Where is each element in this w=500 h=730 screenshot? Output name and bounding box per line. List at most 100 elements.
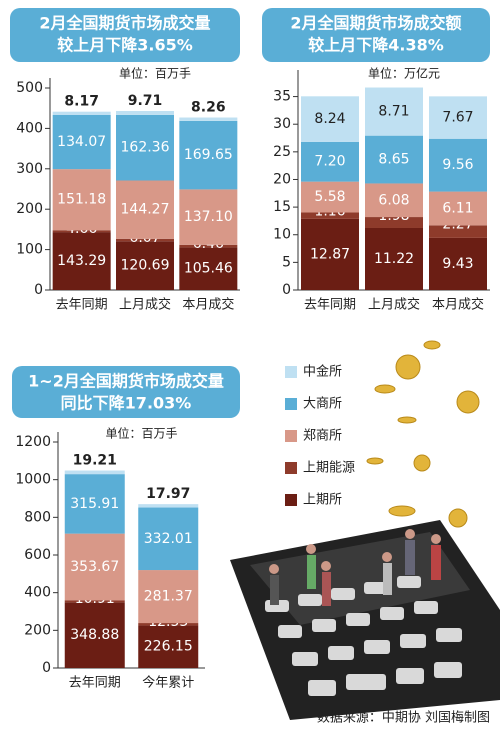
legend-label: 上期所 [303,493,342,508]
legend-swatch [285,494,297,506]
value-label: 315.91 [70,496,119,512]
value-label: 137.10 [184,209,233,225]
value-label: 348.88 [70,627,119,643]
value-label: 144.27 [121,202,170,218]
value-label: 19.21 [73,453,117,469]
value-label: 7.20 [314,154,345,170]
x-tick-label: 今年累计 [142,675,194,691]
bar-segment [138,625,199,668]
bar-segment [52,169,111,231]
y-tick-label: 15 [273,199,291,215]
calculator [230,340,500,720]
bar-segment [365,227,423,290]
bar-segment [301,141,359,182]
value-label: 8.71 [378,104,409,120]
y-tick-label: 500 [16,80,43,96]
bar-segment [429,96,487,139]
y-tick-label: 600 [24,547,51,563]
x-tick-label: 去年同期 [56,298,108,313]
source: 数据来源：中期协 刘国梅制图 [317,711,490,726]
y-tick-label: 0 [34,282,43,298]
chart-title: 1~2月全国期货市场成交量 [28,372,224,391]
value-label: 105.46 [184,261,233,277]
unit-label: 单位：百万手 [105,426,177,441]
y-tick-label: 5 [282,254,291,270]
bar-segment [179,189,238,245]
legend-swatch [285,366,297,378]
value-label: 8.24 [314,111,345,127]
bar-segment [429,225,487,238]
title-banner [10,8,240,62]
bar-segment [52,111,111,115]
value-label: 120.69 [121,258,170,274]
bar-segment [64,470,125,475]
chart-title: 2月全国期货市场成交额 [290,14,461,33]
value-label: 9.43 [442,256,473,272]
value-label: 8.65 [378,152,409,168]
bar-segment [116,110,174,115]
y-tick-label: 300 [16,161,43,177]
bar-segment [429,237,487,290]
bar-segment [64,533,125,601]
figurines [269,529,441,606]
x-tick-label: 本月成交 [432,297,484,313]
x-tick-label: 去年同期 [69,676,121,691]
unit-label: 单位：百万手 [119,66,191,81]
bar-segment [179,247,238,290]
bar-segment [52,232,111,290]
value-label: 9.56 [442,157,473,173]
value-label: 353.67 [70,559,119,575]
calculator-keys [265,576,462,696]
bar-segment [116,180,174,239]
bar-segment [64,474,125,534]
y-tick-label: 1200 [15,434,51,450]
value-label: 134.07 [57,134,106,150]
legend-label: 大商所 [303,397,342,412]
legend-label: 郑商所 [303,429,342,444]
chart-subtitle: 较上月下降4.38% [308,36,444,55]
y-tick-label: 0 [282,282,291,298]
bar-segment [301,181,359,213]
coins [366,340,480,528]
bar-segment [64,602,125,668]
bar-segment [64,600,125,603]
value-label: 162.36 [121,140,170,156]
x-tick-label: 本月成交 [182,297,234,313]
y-tick-label: 100 [16,242,43,258]
y-tick-label: 35 [273,89,291,105]
chart-title: 2月全国期货市场成交量 [39,14,210,33]
bar-segment [52,114,111,170]
value-label: 8.26 [191,100,226,116]
bar-segment [179,120,238,190]
bar-segment [138,507,199,571]
bar-segment [365,87,423,136]
y-tick-label: 200 [24,622,51,638]
value-label: 11.22 [374,251,414,267]
y-tick-label: 400 [16,120,43,136]
value-label: 281.37 [144,589,193,605]
x-tick-label: 上月成交 [119,297,171,313]
value-label: 9.71 [128,93,163,109]
y-tick-label: 0 [42,660,51,676]
title-banner [262,8,490,62]
y-tick-label: 400 [24,585,51,601]
y-tick-label: 25 [273,144,291,160]
bar-segment [365,135,423,184]
y-tick-label: 20 [273,171,291,187]
title-banner [12,366,240,418]
x-tick-label: 上月成交 [368,297,420,313]
value-label: 226.15 [144,639,193,655]
y-tick-label: 200 [16,201,43,217]
value-label: 6.08 [378,192,409,208]
bar-segment [138,623,199,626]
chart-subtitle: 同比下降17.03% [61,394,192,413]
bar-segment [429,138,487,192]
legend-swatch [285,430,297,442]
bar-segment [301,218,359,290]
value-label: 7.67 [442,110,473,126]
value-label: 5.58 [314,189,345,205]
bar-segment [138,570,199,624]
